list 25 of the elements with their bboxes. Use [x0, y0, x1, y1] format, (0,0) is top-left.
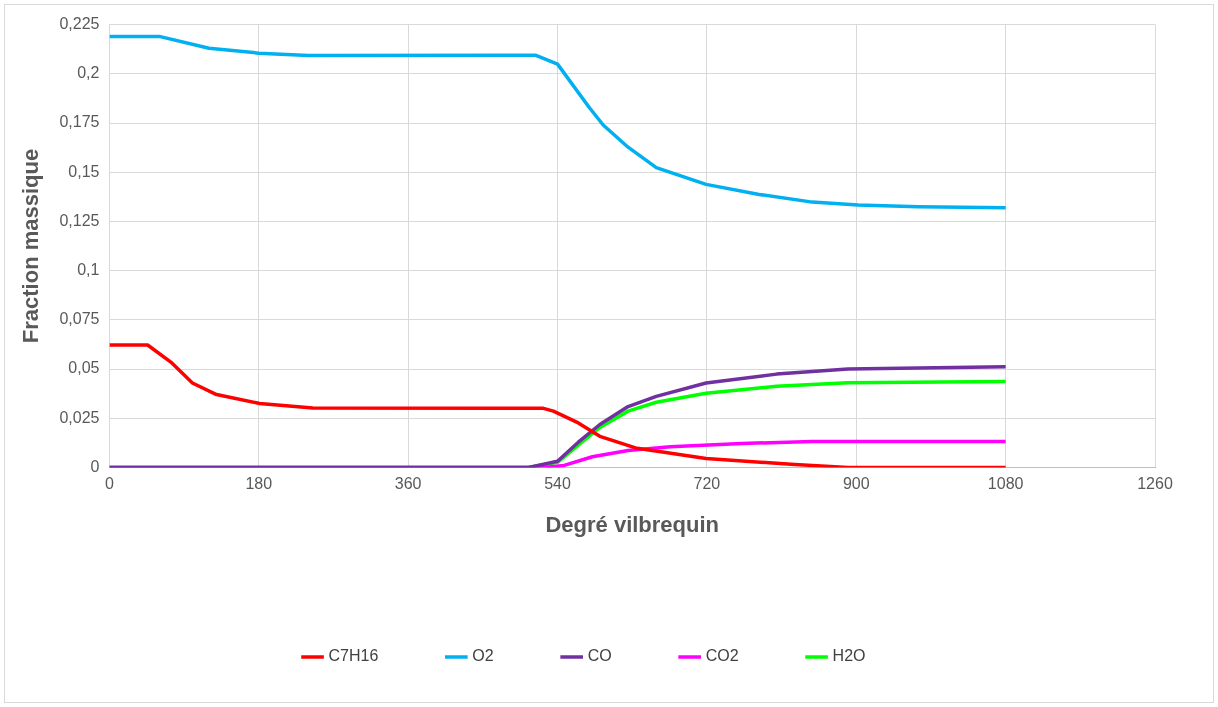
x-tick-label: 360 [394, 475, 422, 493]
y-tick-label: 0,1 [77, 261, 100, 279]
x-tick-label: 720 [693, 475, 721, 493]
x-tick-label: 180 [245, 475, 273, 493]
legend-label: O2 [472, 647, 494, 665]
legend-label: C7H16 [328, 647, 379, 665]
legend-label: CO [587, 647, 612, 665]
y-tick-label: 0,025 [59, 408, 100, 426]
legend-label: H2O [832, 647, 866, 665]
y-axis-title: Fraction massique [18, 148, 44, 344]
y-tick-label: 0,05 [68, 359, 100, 377]
y-tick-label: 0 [90, 457, 100, 475]
y-tick-label: 0,15 [68, 162, 100, 180]
y-tick-label: 0,225 [59, 15, 100, 33]
y-tick-label: 0,125 [59, 211, 100, 229]
x-axis-title: Degré vilbrequin [545, 511, 720, 537]
x-tick-label: 540 [544, 475, 571, 493]
legend-label: CO2 [705, 647, 739, 665]
y-tick-label: 0,075 [59, 310, 100, 328]
y-tick-label: 0,2 [77, 64, 100, 82]
x-tick-label: 1080 [987, 475, 1024, 493]
x-tick-label: 1260 [1137, 475, 1173, 493]
x-tick-label: 0 [104, 475, 114, 493]
x-tick-label: 900 [842, 475, 870, 493]
y-tick-label: 0,175 [59, 113, 100, 131]
